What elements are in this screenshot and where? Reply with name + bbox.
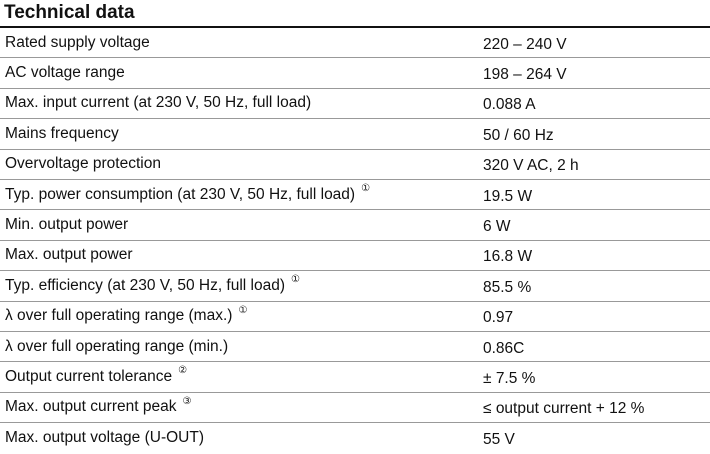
row-label: λ over full operating range (max.) [5, 307, 233, 325]
table-row: AC voltage range 198 – 264 V [0, 58, 710, 89]
row-label-cell: Typ. power consumption (at 230 V, 50 Hz,… [0, 180, 479, 209]
table-row: λ over full operating range (min.) 0.86C [0, 332, 710, 363]
row-value: 0.86C [483, 339, 525, 357]
table-row: Max. output voltage (U-OUT) 55 V [0, 423, 710, 453]
table-row: Overvoltage protection 320 V AC, 2 h [0, 150, 710, 180]
row-label: Rated supply voltage [5, 33, 150, 51]
footnote-marker: ② [178, 365, 188, 377]
row-label-cell: λ over full operating range (min.) [0, 332, 479, 361]
row-value: 50 / 60 Hz [483, 126, 554, 144]
row-value: 198 – 264 V [483, 66, 567, 84]
row-value: 55 V [483, 431, 515, 449]
table-row: Typ. power consumption (at 230 V, 50 Hz,… [0, 180, 710, 211]
table-row: Output current tolerance ② ± 7.5 % [0, 362, 710, 393]
row-label-cell: Output current tolerance ② [0, 362, 479, 391]
row-label: λ over full operating range (min.) [5, 337, 229, 355]
row-label: Output current tolerance [5, 367, 173, 385]
data-table: Rated supply voltage 220 – 240 V AC voltag… [0, 28, 710, 453]
row-label: Max. input current (at 230 V, 50 Hz, ful… [5, 94, 312, 112]
row-label-cell: Max. output voltage (U-OUT) [0, 423, 479, 453]
row-label-cell: Min. output power [0, 210, 479, 239]
row-label: Max. output voltage (U-OUT) [5, 429, 204, 447]
table-row: Rated supply voltage 220 – 240 V [0, 28, 710, 59]
row-value: 320 V AC, 2 h [483, 157, 579, 175]
row-value: 19.5 W [483, 187, 533, 205]
row-value: 16.8 W [483, 248, 533, 266]
footnote-marker: ③ [182, 395, 192, 407]
footnote-marker: ① [238, 304, 248, 316]
row-value: 220 – 240 V [483, 35, 567, 53]
row-value: ± 7.5 % [483, 369, 536, 387]
row-label: Overvoltage protection [5, 155, 161, 173]
row-label-cell: Overvoltage protection [0, 150, 479, 179]
table-row: Mains frequency 50 / 60 Hz [0, 119, 710, 150]
row-value: ≤ output current + 12 % [483, 400, 645, 418]
row-label-cell: Mains frequency [0, 119, 479, 148]
row-label-cell: Typ. efficiency (at 230 V, 50 Hz, full l… [0, 271, 479, 300]
row-value: 6 W [483, 218, 511, 236]
row-label: Mains frequency [5, 124, 119, 142]
table-row: Max. input current (at 230 V, 50 Hz, ful… [0, 89, 710, 120]
table-row: Max. output power 16.8 W [0, 241, 710, 272]
row-value: 85.5 % [483, 278, 532, 296]
row-label: Typ. power consumption (at 230 V, 50 Hz,… [5, 185, 356, 203]
row-label: Max. output power [5, 246, 133, 264]
table-row: Min. output power 6 W [0, 210, 710, 241]
row-label: Min. output power [5, 216, 129, 234]
row-label: Max. output current peak [5, 398, 177, 416]
row-label: Typ. efficiency (at 230 V, 50 Hz, full l… [5, 276, 286, 294]
row-value: 0.97 [483, 309, 514, 327]
row-label-cell: Max. output current peak ③ [0, 393, 479, 422]
row-label-cell: AC voltage range [0, 58, 479, 87]
table-row: λ over full operating range (max.) ① 0.97 [0, 302, 710, 332]
footnote-marker: ① [361, 183, 371, 195]
table-row: Typ. efficiency (at 230 V, 50 Hz, full l… [0, 271, 710, 302]
row-label-cell: λ over full operating range (max.) ① [0, 302, 479, 331]
table-row: Max. output current peak ③ ≤ output curren… [0, 393, 710, 424]
row-label: AC voltage range [5, 64, 125, 82]
title: Technical data [0, 0, 710, 28]
footnote-marker: ① [291, 274, 300, 286]
row-label-cell: Max. input current (at 230 V, 50 Hz, ful… [0, 89, 479, 118]
row-label-cell: Rated supply voltage [0, 28, 479, 57]
row-value: 0.088 A [483, 96, 536, 114]
row-label-cell: Max. output power [0, 241, 479, 270]
